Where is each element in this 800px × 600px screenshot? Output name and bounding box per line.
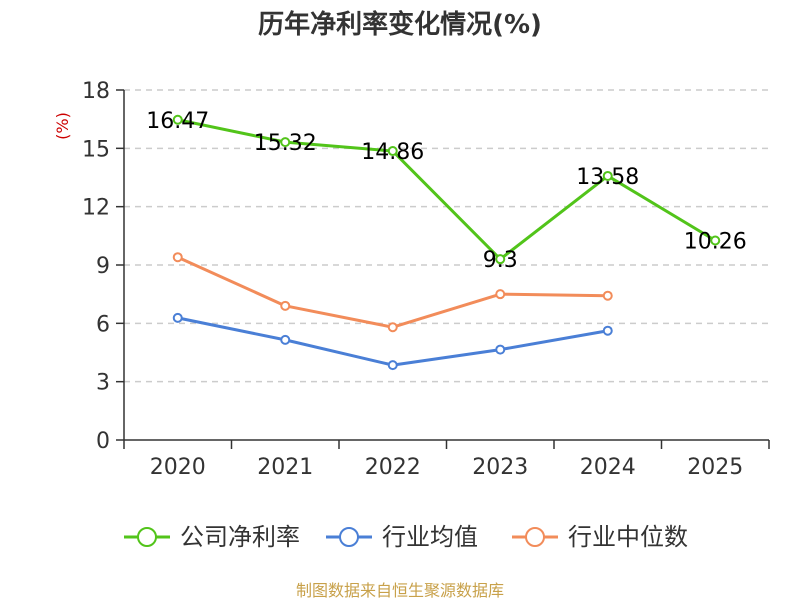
series-line-2	[177, 255, 608, 329]
y-tick-label: 0	[96, 429, 110, 454]
y-tick-label: 6	[96, 312, 110, 337]
x-tick-label: 2021	[257, 455, 313, 480]
y-tick-label: 9	[96, 254, 110, 279]
y-tick-label: 18	[82, 79, 110, 104]
x-tick-label: 2023	[472, 455, 528, 480]
legend-marker	[525, 527, 545, 547]
data-point	[172, 252, 183, 263]
data-point	[495, 289, 506, 300]
y-axis-unit-label: (%)	[53, 112, 72, 140]
data-point	[387, 146, 398, 157]
legend-label: 行业中位数	[568, 523, 688, 551]
series-lines	[172, 114, 721, 371]
data-label: 10.26	[684, 230, 747, 255]
chart-title: 历年净利率变化情况(%)	[258, 9, 542, 40]
legend-marker	[137, 527, 157, 547]
data-point	[387, 322, 398, 333]
data-label: 16.47	[146, 109, 209, 134]
data-point	[495, 344, 506, 355]
series-line-0	[177, 118, 717, 261]
data-point	[495, 254, 506, 265]
x-tick-label: 2022	[365, 455, 421, 480]
x-tick-label: 2020	[150, 455, 206, 480]
data-point	[280, 300, 291, 311]
data-label: 9.3	[483, 248, 518, 273]
data-point	[280, 334, 291, 345]
data-point	[710, 235, 721, 246]
y-tick-label: 12	[82, 196, 110, 221]
source-note: 制图数据来自恒生聚源数据库	[296, 581, 504, 600]
data-label: 15.32	[254, 131, 317, 156]
data-point	[602, 170, 613, 181]
legend-label: 行业均值	[382, 523, 478, 551]
legend-marker	[339, 527, 359, 547]
data-point	[602, 325, 613, 336]
data-label: 14.86	[361, 140, 424, 165]
x-tick-label: 2024	[580, 455, 636, 480]
grid-lines	[124, 89, 769, 383]
y-tick-label: 15	[82, 137, 110, 162]
data-point	[172, 312, 183, 323]
legend-label: 公司净利率	[180, 523, 300, 551]
data-point	[280, 137, 291, 148]
x-tick-label: 2025	[687, 455, 743, 480]
axes: 0 3 6 9 12 15 18 2020 2021 2022 2023 2024 2025	[82, 79, 770, 480]
y-tick-label: 3	[96, 371, 110, 396]
legend: 公司净利率 行业均值 行业中位数	[124, 523, 688, 551]
data-label: 13.58	[576, 165, 639, 190]
data-point	[387, 360, 398, 371]
data-point	[602, 290, 613, 301]
data-point	[172, 114, 183, 125]
data-labels: 16.47 15.32 14.86 9.3 13.58 10.26	[146, 109, 746, 273]
